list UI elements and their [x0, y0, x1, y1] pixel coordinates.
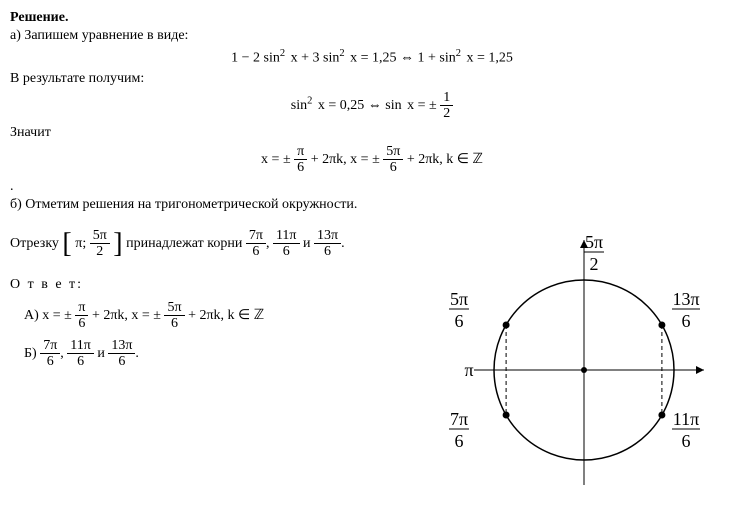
eq3-seg3: + 2πk, k ∈ ℤ — [407, 152, 483, 167]
ansB-f1n: 7π — [40, 339, 60, 354]
svg-text:6: 6 — [682, 311, 691, 331]
heading: Решение. — [10, 10, 734, 26]
ansA-f1n: π — [75, 301, 88, 316]
ansB-f2d: 6 — [67, 354, 94, 369]
ansB-f2n: 11π — [67, 339, 94, 354]
bracket-left-icon: [ — [62, 228, 71, 259]
frac-pi6: π 6 — [294, 145, 307, 175]
ansA-frac1: π 6 — [75, 301, 88, 331]
ansA-f2n: 5π — [164, 301, 184, 316]
r1d: 6 — [246, 244, 266, 259]
part-b-intro: б) Отметим решения на тригонометрической… — [10, 197, 734, 213]
ansB-f1d: 6 — [40, 354, 60, 369]
ansA-mid: + 2πk, x = ± — [92, 308, 161, 323]
bracket-right-icon: ] — [113, 228, 122, 259]
answer-a: А) x = ± π 6 + 2πk, x = ± 5π 6 + 2πk, k … — [24, 301, 430, 331]
znachit: Значит — [10, 125, 734, 141]
period-line: . — [10, 179, 734, 195]
frac-5pi2: 5π 2 — [90, 229, 110, 259]
frac-half: 1 2 — [440, 91, 453, 121]
int-2: 2 — [90, 244, 110, 259]
root-2: 11π 6 — [273, 229, 300, 259]
unit-circle-diagram: 5π25π67π613π611π6π — [434, 220, 734, 500]
pi6-den: 6 — [294, 160, 307, 175]
r3n: 13π — [314, 229, 341, 244]
f5pi6-den: 6 — [383, 160, 403, 175]
svg-text:6: 6 — [455, 431, 464, 451]
prinad-label: принадлежат корни — [126, 236, 246, 251]
answer-b: Б) 7π 6 , 11π 6 и 13π 6 . — [24, 339, 430, 369]
unit-circle-svg: 5π25π67π613π611π6π — [434, 220, 734, 500]
eq3-seg2: + 2πk, x = ± — [311, 152, 380, 167]
ansA-frac2: 5π 6 — [164, 301, 184, 331]
root-3: 13π 6 — [314, 229, 341, 259]
comma-1: , — [266, 236, 273, 251]
part-a-intro: а) Запишем уравнение в виде: — [10, 28, 734, 44]
svg-text:7π: 7π — [450, 409, 468, 429]
and-1: и — [300, 236, 315, 251]
dot-3: . — [135, 346, 139, 361]
ansB-f3d: 6 — [108, 354, 135, 369]
r3d: 6 — [314, 244, 341, 259]
dot-2: . — [341, 236, 345, 251]
eq1-seg3: x = 1,25 ⇔ 1 + sin — [350, 51, 456, 66]
eq2-seg3: x = ± — [407, 98, 437, 113]
frac-5pi6: 5π 6 — [383, 145, 403, 175]
ansB-f3n: 13π — [108, 339, 135, 354]
svg-text:2: 2 — [590, 254, 599, 274]
ansA-end: + 2πk, k ∈ ℤ — [188, 308, 264, 323]
svg-text:6: 6 — [682, 431, 691, 451]
half-num: 1 — [440, 91, 453, 106]
ansB-frac2: 11π 6 — [67, 339, 94, 369]
result-line: В результате получим: — [10, 71, 734, 87]
half-den: 2 — [440, 106, 453, 121]
r1n: 7π — [246, 229, 266, 244]
pi6-num: π — [294, 145, 307, 160]
int-5pi: 5π — [90, 229, 110, 244]
r2d: 6 — [273, 244, 300, 259]
ansB-frac3: 13π 6 — [108, 339, 135, 369]
ansB-pre: Б) — [24, 346, 40, 361]
svg-text:5π: 5π — [450, 289, 468, 309]
svg-text:6: 6 — [455, 311, 464, 331]
eq2-seg2: x = 0,25 ⇔ sin — [318, 98, 402, 113]
f5pi6-num: 5π — [383, 145, 403, 160]
interval-left: π; — [75, 236, 89, 251]
svg-text:13π: 13π — [672, 289, 699, 309]
equation-3: x = ± π 6 + 2πk, x = ± 5π 6 + 2πk, k ∈ ℤ — [10, 145, 734, 175]
svg-text:11π: 11π — [673, 409, 699, 429]
interval-line: Отрезку [ π; 5π 2 ] принадлежат корни 7π… — [10, 229, 430, 259]
ansB-frac1: 7π 6 — [40, 339, 60, 369]
eq2-seg1: sin — [291, 98, 307, 113]
eq3-seg1: x = ± — [261, 152, 291, 167]
svg-text:5π: 5π — [585, 232, 603, 252]
eq1-seg4: x = 1,25 — [466, 51, 512, 66]
otrezku-label: Отрезку — [10, 236, 62, 251]
eq1-seg1: 1 − 2 sin — [231, 51, 280, 66]
r2n: 11π — [273, 229, 300, 244]
ansA-f2d: 6 — [164, 316, 184, 331]
root-1: 7π 6 — [246, 229, 266, 259]
equation-1: 1 − 2 sin2 x + 3 sin2 x = 1,25 ⇔ 1 + sin… — [10, 48, 734, 67]
otvet-label: О т в е т: — [10, 277, 430, 293]
and-2: и — [94, 346, 109, 361]
comma-2: , — [60, 346, 67, 361]
ansA-f1d: 6 — [75, 316, 88, 331]
ansA-pre: А) x = ± — [24, 308, 72, 323]
equation-2: sin 2 x = 0,25 ⇔ sin x = ± 1 2 — [10, 91, 734, 121]
svg-text:π: π — [464, 360, 473, 380]
eq1-seg2: x + 3 sin — [291, 51, 340, 66]
